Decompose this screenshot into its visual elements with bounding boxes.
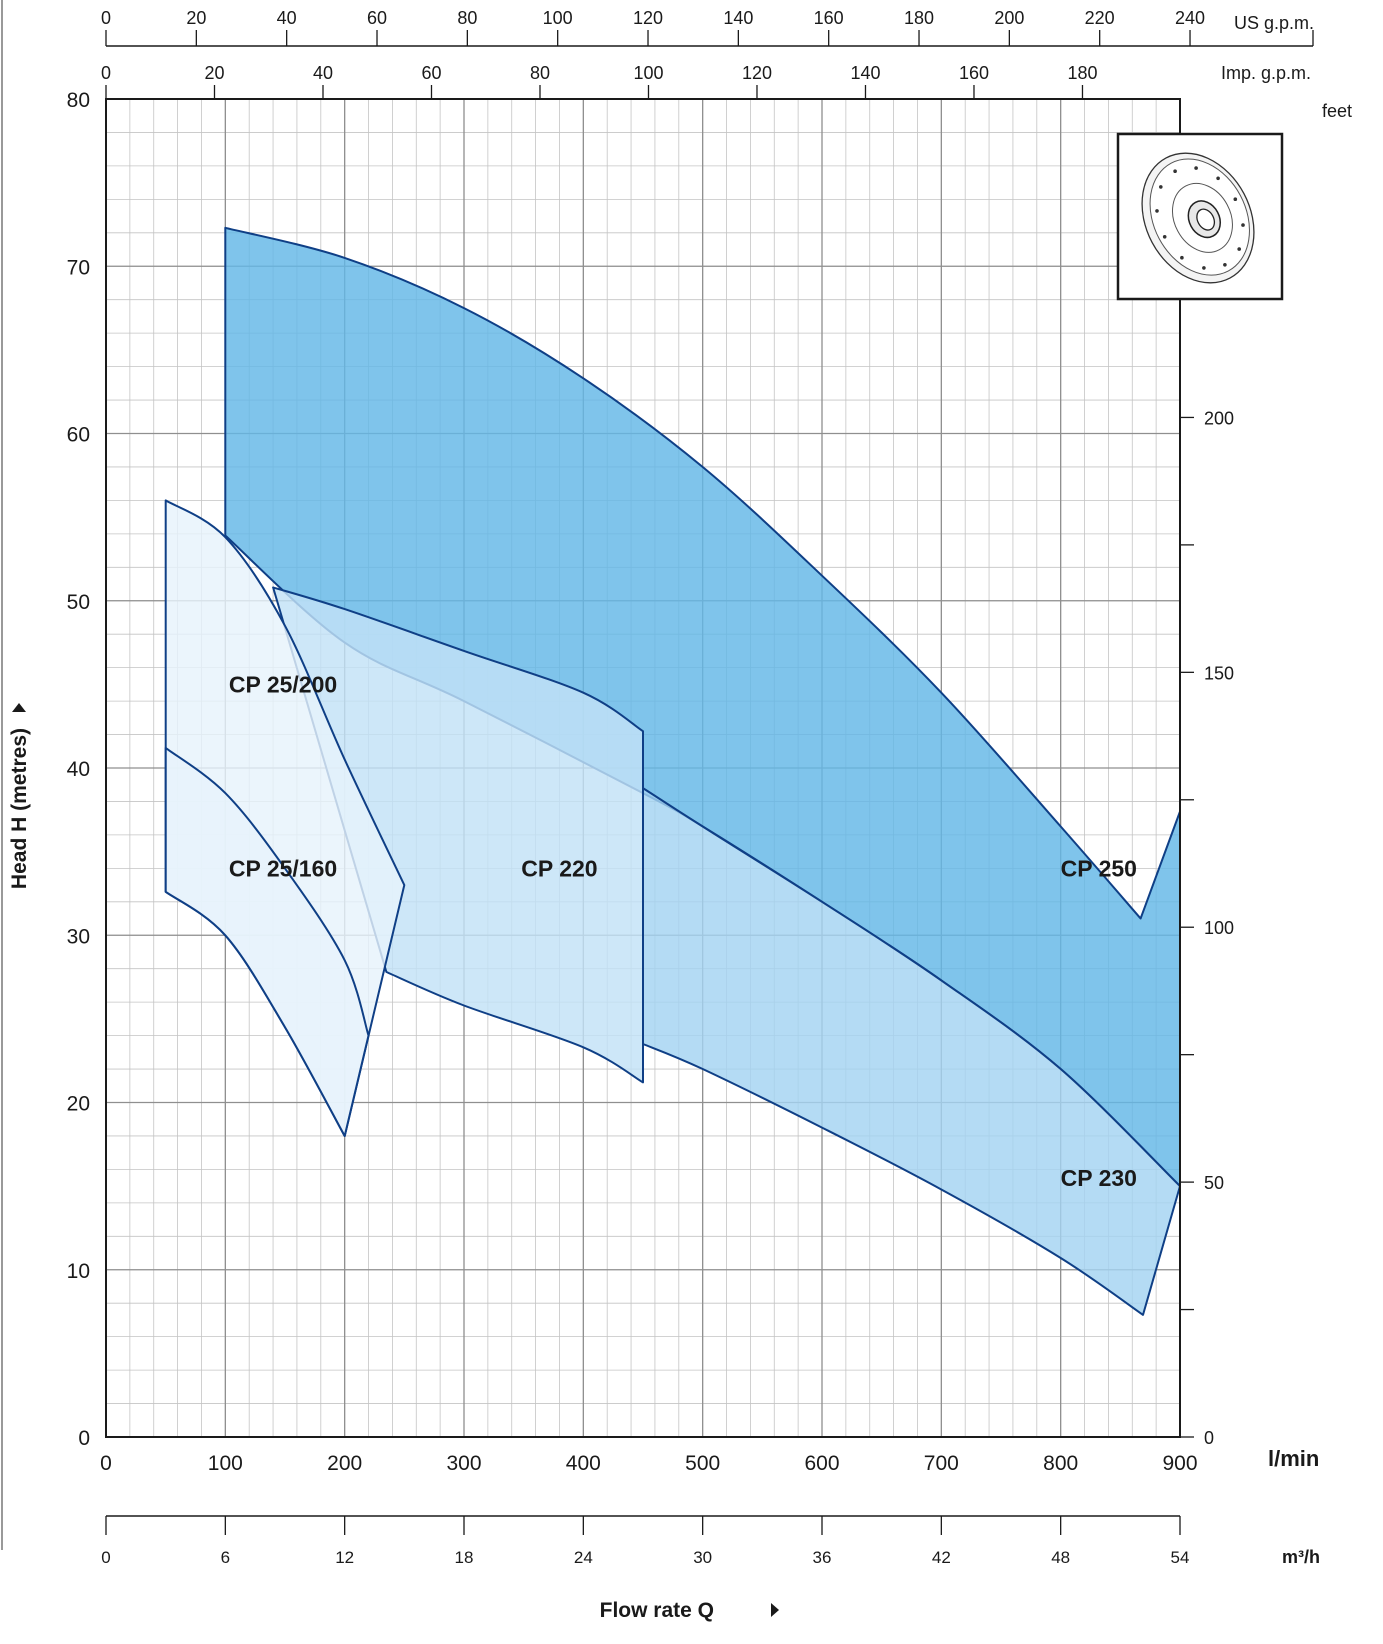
x-tick-label: 900 — [1162, 1452, 1197, 1475]
imp-tick-label: 140 — [850, 63, 880, 83]
us-tick-label: 140 — [723, 8, 753, 28]
feet-tick-label: 100 — [1204, 918, 1234, 938]
x-tick-label: 700 — [924, 1452, 959, 1475]
us-tick-label: 240 — [1175, 8, 1205, 28]
feet-tick-label: 200 — [1204, 408, 1234, 428]
area-cp-25-160 — [164, 746, 370, 1137]
y-tick-label: 70 — [67, 256, 90, 279]
m3h-tick-label: 12 — [335, 1548, 354, 1567]
imp-tick-label: 120 — [742, 63, 772, 83]
impeller-bolt — [1180, 255, 1184, 260]
m3h-tick-label: 54 — [1171, 1548, 1190, 1567]
m3h-tick-label: 18 — [455, 1548, 474, 1567]
impeller-bolt — [1216, 176, 1220, 181]
y-tick-label: 20 — [67, 1093, 90, 1116]
y-title-arrow-icon — [12, 703, 26, 712]
x-tick-label: 200 — [327, 1452, 362, 1475]
m3h-tick-label: 6 — [221, 1548, 230, 1567]
impeller-bolt — [1237, 247, 1241, 251]
y-tick-label: 0 — [78, 1427, 90, 1450]
m3h-tick-label: 0 — [101, 1548, 110, 1567]
x-axis-title: Flow rate Q — [600, 1599, 714, 1622]
x-unit-label: l/min — [1268, 1446, 1319, 1471]
us-tick-label: 40 — [277, 8, 297, 28]
x-tick-label: 500 — [685, 1452, 720, 1475]
x-title-arrow-icon — [771, 1603, 779, 1617]
x-tick-label: 0 — [100, 1452, 112, 1475]
us-tick-label: 200 — [994, 8, 1024, 28]
impeller-bolt — [1194, 166, 1198, 170]
impeller-bolt — [1159, 185, 1163, 189]
impeller-bolt — [1223, 263, 1227, 267]
y-tick-label: 40 — [67, 758, 90, 781]
impeller-bolt — [1202, 266, 1206, 270]
imp-tick-label: 180 — [1067, 63, 1097, 83]
x-tick-label: 800 — [1043, 1452, 1078, 1475]
us-tick-label: 160 — [814, 8, 844, 28]
impeller-bolt — [1155, 209, 1159, 213]
us-tick-label: 220 — [1085, 8, 1115, 28]
x-tick-label: 100 — [208, 1452, 243, 1475]
imp-unit-label: Imp. g.p.m. — [1221, 63, 1311, 83]
impeller-inner-ring — [1172, 182, 1233, 253]
y-tick-label: 30 — [67, 925, 90, 948]
us-tick-label: 20 — [186, 8, 206, 28]
imp-tick-label: 20 — [204, 63, 224, 83]
area-cp-220 — [272, 586, 644, 1084]
us-unit-label: US g.p.m. — [1234, 13, 1314, 33]
series-label-cp-230: CP 230 — [1061, 1165, 1137, 1191]
m3h-tick-label: 42 — [932, 1548, 951, 1567]
y-axis-title: Head H (metres) — [8, 728, 31, 889]
us-tick-label: 80 — [457, 8, 477, 28]
y-tick-label: 50 — [67, 591, 90, 614]
x-tick-label: 400 — [566, 1452, 601, 1475]
impeller-bolt — [1233, 197, 1238, 201]
m3h-tick-label: 36 — [813, 1548, 832, 1567]
impeller-bolt — [1162, 235, 1167, 239]
us-tick-label: 180 — [904, 8, 934, 28]
m3h-unit-label: m³/h — [1282, 1547, 1320, 1567]
us-tick-label: 120 — [633, 8, 663, 28]
impeller-icon — [1116, 132, 1284, 301]
x-tick-label: 300 — [446, 1452, 481, 1475]
feet-tick-label: 0 — [1204, 1428, 1214, 1448]
series-label-cp-250: CP 250 — [1061, 856, 1137, 882]
m3h-tick-label: 30 — [693, 1548, 712, 1567]
series-label-cp-25-160: CP 25/160 — [229, 856, 337, 882]
y-tick-label: 10 — [67, 1260, 90, 1283]
feet-unit-label: feet — [1322, 101, 1352, 121]
imp-tick-label: 100 — [633, 63, 663, 83]
imp-tick-label: 60 — [421, 63, 441, 83]
us-tick-label: 0 — [101, 8, 111, 28]
imp-tick-label: 80 — [530, 63, 550, 83]
impeller-bolt — [1241, 223, 1245, 227]
series-label-cp-220: CP 220 — [521, 856, 597, 882]
impeller-eye — [1196, 208, 1216, 231]
m3h-tick-label: 24 — [574, 1548, 593, 1567]
series-label-cp-25-200: CP 25/200 — [229, 672, 337, 698]
imp-tick-label: 40 — [313, 63, 333, 83]
feet-tick-label: 150 — [1204, 663, 1234, 683]
impeller-bolt — [1173, 169, 1177, 173]
x-tick-label: 600 — [804, 1452, 839, 1475]
imp-tick-label: 0 — [101, 63, 111, 83]
imp-tick-label: 160 — [959, 63, 989, 83]
y-tick-label: 60 — [67, 424, 90, 447]
feet-tick-label: 50 — [1204, 1173, 1224, 1193]
us-tick-label: 60 — [367, 8, 387, 28]
us-tick-label: 100 — [543, 8, 573, 28]
m3h-tick-label: 48 — [1051, 1548, 1070, 1567]
y-tick-label: 80 — [67, 89, 90, 112]
